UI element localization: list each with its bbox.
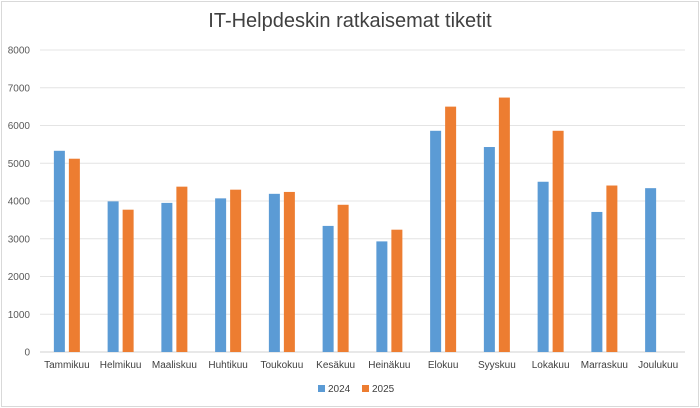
x-tick-label: Maaliskuu — [152, 360, 197, 371]
bar-2024 — [215, 198, 227, 352]
y-tick-label: 0 — [24, 348, 30, 359]
x-tick-label: Syyskuu — [478, 360, 516, 371]
x-tick-label: Toukokuu — [260, 360, 303, 371]
bar-2024 — [161, 202, 173, 352]
bar-2024 — [107, 201, 119, 352]
chart-title: IT-Helpdeskin ratkaisemat tiketit — [208, 10, 492, 32]
x-tick-label: Joulukuu — [638, 360, 678, 371]
y-tick-label: 4000 — [8, 197, 31, 208]
bar-2025 — [283, 191, 295, 352]
y-tick-label: 8000 — [8, 46, 31, 57]
bar-2025 — [337, 204, 349, 352]
x-tick-label: Kesäkuu — [316, 360, 355, 371]
bar-2024 — [537, 181, 549, 352]
y-tick-label: 6000 — [8, 121, 31, 132]
legend-label: 2024 — [328, 384, 351, 395]
bar-2024 — [376, 241, 388, 352]
y-tick-label: 5000 — [8, 159, 31, 170]
bar-2025 — [68, 158, 80, 352]
y-tick-label: 1000 — [8, 310, 31, 321]
bar-2024 — [483, 147, 495, 352]
legend-label: 2025 — [372, 384, 395, 395]
bar-2025 — [230, 189, 242, 352]
bar-2025 — [445, 106, 457, 352]
bar-2024 — [322, 225, 334, 352]
bar-2025 — [391, 229, 403, 352]
bar-2024 — [53, 150, 65, 352]
bar-2024 — [268, 193, 280, 352]
y-tick-label: 3000 — [8, 234, 31, 245]
x-tick-label: Lokakuu — [532, 360, 570, 371]
y-tick-label: 7000 — [8, 83, 31, 94]
x-tick-label: Marraskuu — [581, 360, 628, 371]
x-tick-label: Elokuu — [428, 360, 459, 371]
bar-2025 — [176, 186, 188, 352]
x-tick-label: Huhtikuu — [208, 360, 247, 371]
legend-swatch-2025 — [362, 385, 369, 392]
x-tick-label: Helmikuu — [100, 360, 142, 371]
legend-swatch-2024 — [318, 385, 325, 392]
bar-2025 — [552, 130, 564, 352]
bar-2025 — [498, 97, 510, 352]
bar-2025 — [606, 185, 618, 352]
y-tick-label: 2000 — [8, 272, 31, 283]
bar-2024 — [430, 130, 442, 352]
x-tick-label: Heinäkuu — [368, 360, 410, 371]
bar-2024 — [591, 211, 603, 352]
bar-2025 — [122, 209, 134, 352]
bar-2024 — [645, 188, 657, 352]
x-tick-label: Tammikuu — [44, 360, 90, 371]
